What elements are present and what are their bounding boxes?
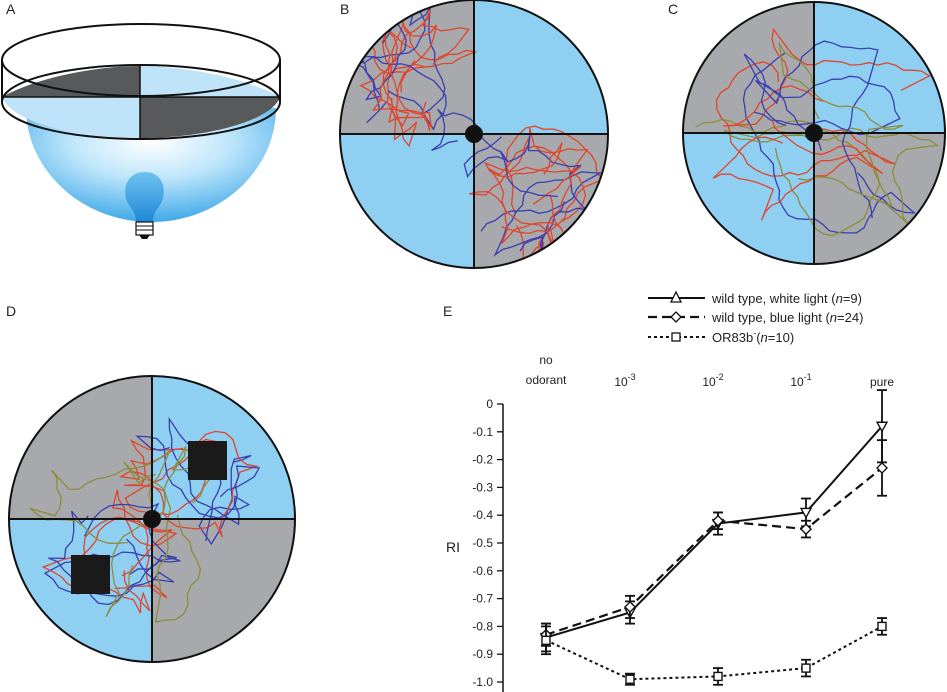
data-point <box>713 671 723 682</box>
data-point <box>800 523 812 536</box>
trajectory-line <box>723 127 939 225</box>
data-point <box>876 461 888 474</box>
x-category-label: 10-3 <box>614 372 635 389</box>
y-tick-label: -0.6 <box>472 564 493 578</box>
y-tick-label: -0.8 <box>472 619 493 633</box>
trajectory-line <box>712 118 884 221</box>
trajectory-line <box>135 435 252 546</box>
y-tick-label: -0.1 <box>472 425 493 439</box>
trajectory-line <box>123 461 202 623</box>
data-point <box>541 635 551 645</box>
series-line-3 <box>545 625 883 681</box>
panel-d-label: D <box>6 303 16 319</box>
data-point <box>801 663 811 673</box>
x-category-label: 10-2 <box>702 372 723 389</box>
y-tick-label: -0.2 <box>472 453 493 467</box>
trajectory-line <box>48 502 177 606</box>
trajectory-line <box>372 25 433 132</box>
plot-area <box>539 389 889 686</box>
legend-item-white-light: wild type, white light (n=9) <box>648 290 862 306</box>
data-point <box>877 621 887 632</box>
trajectory-line <box>483 142 582 243</box>
y-tick-label: 0 <box>486 397 493 411</box>
panel-e: E wild type, white light (n=9) wild type… <box>443 290 895 692</box>
x-category-label: 10-1 <box>790 372 811 389</box>
trajectory-line <box>742 52 917 234</box>
data-point <box>875 421 889 433</box>
trajectory-line <box>43 538 181 597</box>
y-axis-label: RI <box>446 539 460 555</box>
x-category-label: odorant <box>526 373 567 387</box>
diamond-marker-icon <box>670 311 682 323</box>
legend: wild type, white light (n=9) wild type, … <box>648 290 863 345</box>
panel-c: C <box>668 1 946 265</box>
panel-b-label: B <box>340 1 349 17</box>
y-ticks: 0 -0.1 -0.2 -0.3 -0.4 -0.5 -0.6 -0.7 -0.8 -0.9 -1.… <box>472 397 503 689</box>
trajectory-line <box>123 438 217 516</box>
trajectory-line <box>346 2 446 124</box>
panel-d: D <box>6 303 296 663</box>
trajectory-line <box>118 430 260 538</box>
data-point <box>625 674 635 684</box>
y-tick-label: -0.3 <box>472 480 493 494</box>
panel-c-label: C <box>668 1 678 17</box>
x-category-labels: no odorant 10-3 10-2 10-1 pure <box>526 353 895 389</box>
fly-trajectories <box>695 27 939 237</box>
light-bulb-icon <box>125 172 164 239</box>
legend-item-blue-light: wild type, blue light (n=24) <box>648 310 863 325</box>
panel-b: B <box>339 0 609 269</box>
y-tick-label: -0.7 <box>472 592 493 606</box>
trajectory-line <box>499 135 593 253</box>
odor-source <box>143 510 161 528</box>
series-line-2 <box>545 467 883 636</box>
trajectory-line <box>778 42 904 208</box>
trajectory-line <box>357 16 447 131</box>
panel-a-label: A <box>6 1 16 17</box>
trajectory-line <box>743 53 901 135</box>
y-tick-label: -0.9 <box>472 647 493 661</box>
legend-label-2: wild type, blue light (n=24) <box>711 310 863 325</box>
trajectory-line <box>431 108 509 179</box>
trajectory-line <box>480 171 603 257</box>
trajectory-line <box>359 16 438 127</box>
series-line-1 <box>545 425 883 639</box>
data-point <box>712 514 724 527</box>
trajectory-line <box>29 448 172 544</box>
dark-square <box>188 441 227 480</box>
panel-e-label: E <box>443 303 452 319</box>
legend-label-3: OR83b-(n=10) <box>712 328 794 345</box>
y-tick-label: -0.4 <box>472 508 493 522</box>
data-point <box>624 600 636 613</box>
square-marker-icon <box>671 332 681 342</box>
legend-item-or83b: OR83b-(n=10) <box>648 328 794 345</box>
trajectory-line <box>723 27 931 127</box>
x-category-label: no <box>539 353 553 367</box>
x-category-label: pure <box>870 375 894 389</box>
triangle-marker-icon <box>669 290 683 303</box>
y-tick-label: -1.0 <box>472 675 493 689</box>
data-point <box>799 507 813 519</box>
trajectory-line <box>488 145 587 244</box>
odor-source <box>465 125 483 143</box>
trajectory-line <box>755 40 879 219</box>
odor-source <box>805 124 823 142</box>
panel-a: A <box>1 1 281 239</box>
trajectory-line <box>382 8 470 148</box>
y-tick-label: -0.5 <box>472 536 493 550</box>
legend-label-1: wild type, white light (n=9) <box>711 291 862 306</box>
arena-disc <box>1 64 281 140</box>
dark-square <box>71 555 110 594</box>
